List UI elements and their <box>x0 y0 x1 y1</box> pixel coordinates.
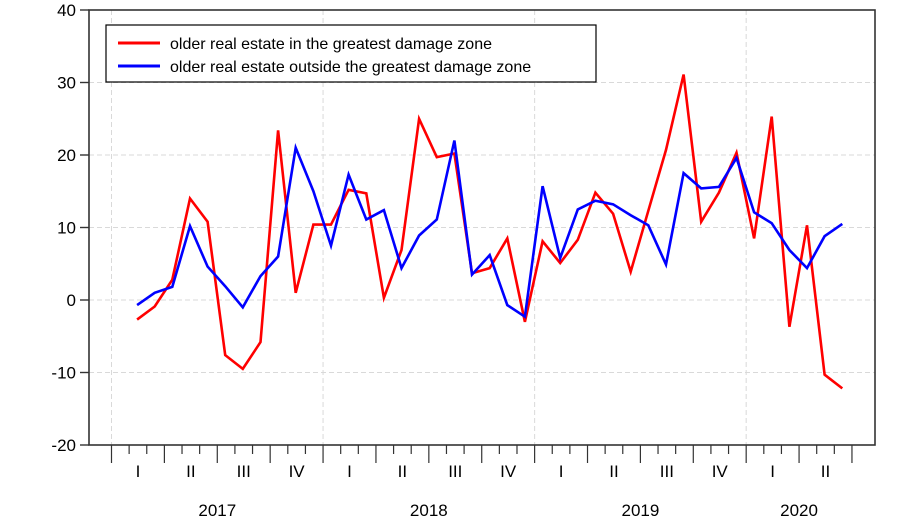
x-quarter-label: I <box>347 462 352 481</box>
y-tick-label: -20 <box>51 436 76 455</box>
x-year-label: 2020 <box>780 501 818 518</box>
x-quarter-label: II <box>821 462 830 481</box>
series-line-1 <box>136 140 844 319</box>
x-quarter-label: IV <box>712 462 729 481</box>
y-tick-label: 10 <box>57 219 76 238</box>
x-year-label: 2019 <box>621 501 659 518</box>
x-quarter-label: I <box>136 462 141 481</box>
series-lines <box>136 74 844 390</box>
legend-label-0: older real estate in the greatest damage… <box>170 36 492 53</box>
legend-box <box>105 24 597 83</box>
x-quarter-label: II <box>398 462 407 481</box>
series-line-0 <box>136 74 844 390</box>
x-quarter-label: II <box>186 462 195 481</box>
x-quarter-label: I <box>770 462 775 481</box>
y-tick-label: 20 <box>57 146 76 165</box>
y-tick-label: 40 <box>57 1 76 20</box>
x-quarter-label: I <box>559 462 564 481</box>
x-quarter-label: III <box>448 462 462 481</box>
x-year-label: 2018 <box>410 501 448 518</box>
y-axis: -20 -10 0 10 20 30 40 <box>51 1 89 455</box>
x-quarter-label: IV <box>289 462 306 481</box>
x-quarter-label: II <box>609 462 618 481</box>
x-quarter-label: III <box>237 462 251 481</box>
x-quarter-label: IV <box>500 462 517 481</box>
y-tick-label: -10 <box>51 364 76 383</box>
x-quarter-label: III <box>660 462 674 481</box>
legend: older real estate in the greatest damage… <box>105 24 597 83</box>
x-year-label: 2017 <box>198 501 236 518</box>
y-tick-label: 0 <box>67 291 76 310</box>
legend-label-1: older real estate outside the greatest d… <box>170 59 531 76</box>
y-tick-label: 30 <box>57 74 76 93</box>
